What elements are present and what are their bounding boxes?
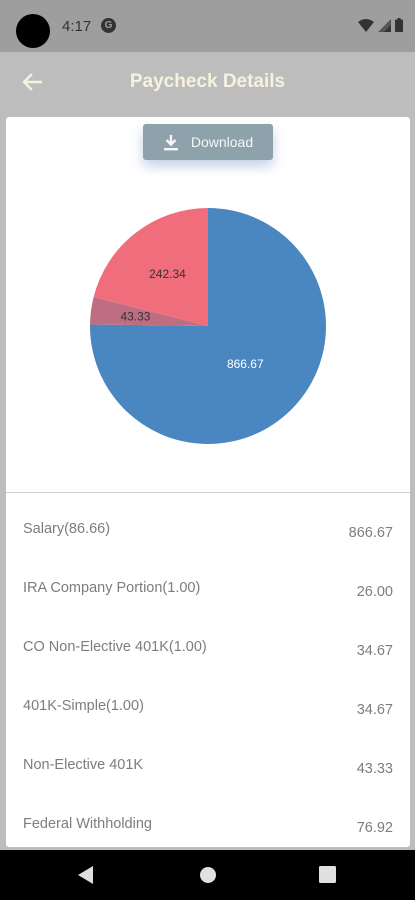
list-item: Non-Elective 401K 43.33 [6, 729, 410, 788]
download-icon [163, 134, 178, 150]
item-value: 43.33 [356, 761, 393, 777]
item-label: IRA Company Portion(1.00) [23, 580, 201, 596]
page-title: Paycheck Details [129, 71, 286, 92]
item-label: 401K-Simple(1.00) [23, 698, 144, 714]
app-bar: Paycheck Details [0, 52, 415, 114]
earnings-list: Salary(86.66) 866.67 IRA Company Portion(1… [6, 493, 410, 847]
nav-back-icon[interactable] [78, 866, 94, 884]
pie-slice-label: 43.33 [120, 309, 150, 323]
pie-slice-label: 866.67 [227, 357, 264, 371]
item-label: CO Non-Elective 401K(1.00) [23, 639, 207, 655]
camera-cutout [16, 14, 50, 48]
battery-icon [395, 18, 403, 32]
divider [6, 492, 410, 493]
pie-chart: 866.67 43.33 242.34 [6, 187, 410, 487]
item-value: 34.67 [356, 702, 393, 718]
signal-icon [378, 18, 391, 32]
arrow-left-icon [22, 73, 42, 91]
list-item: IRA Company Portion(1.00) 26.00 [6, 552, 410, 611]
item-value: 34.67 [356, 643, 393, 659]
item-value: 76.92 [356, 820, 393, 836]
list-item: CO Non-Elective 401K(1.00) 34.67 [6, 611, 410, 670]
wifi-icon [358, 18, 374, 32]
google-icon: G [101, 18, 116, 33]
item-value: 26.00 [356, 584, 393, 600]
list-item: Federal Withholding 76.92 [6, 788, 410, 847]
list-item: Salary(86.66) 866.67 [6, 493, 410, 552]
pie-slice-label: 242.34 [149, 267, 186, 281]
pie-slice [93, 208, 208, 326]
nav-recents-icon[interactable] [319, 866, 336, 883]
navigation-bar [0, 850, 415, 900]
status-time: 4:17 [62, 18, 92, 35]
nav-home-icon[interactable] [199, 866, 217, 884]
item-label: Non-Elective 401K [23, 757, 144, 773]
status-icons [358, 18, 403, 32]
status-bar: 4:17 G [0, 0, 415, 52]
pie-slice [90, 296, 208, 326]
item-label: Salary(86.66) [23, 521, 111, 537]
list-item: 401K-Simple(1.00) 34.67 [6, 670, 410, 729]
item-label: Federal Withholding [23, 816, 152, 832]
item-value: 866.67 [348, 525, 393, 541]
download-button[interactable]: Download [143, 124, 273, 160]
download-label: Download [190, 134, 254, 150]
back-button[interactable] [14, 64, 50, 100]
paycheck-card: Download 866.67 43.33 242.34 Salary(86.66)… [6, 117, 410, 847]
